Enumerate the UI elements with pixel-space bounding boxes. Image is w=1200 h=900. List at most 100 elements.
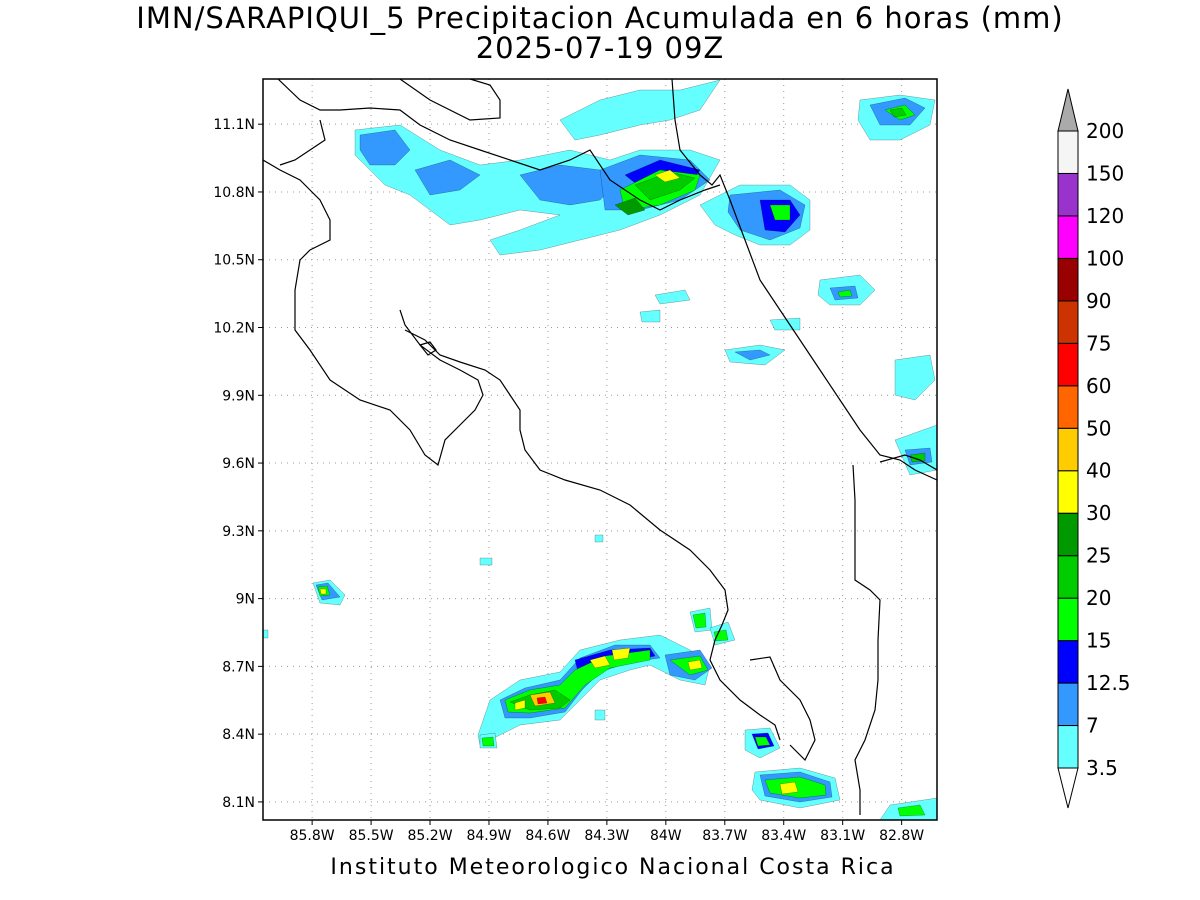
chart-title: IMN/SARAPIQUI_5 Precipitacion Acumulada … [136,1,1064,35]
colorbar-level-label: 40 [1086,459,1111,483]
lon-tick-label: 83.1W [820,828,865,844]
lon-tick-label: 82.8W [879,828,924,844]
colorbar-level-label: 20 [1086,586,1111,610]
colorbar-level-label: 150 [1086,161,1124,185]
colorbar-segment [1057,725,1079,769]
lat-tick-label: 9.3N [222,524,255,540]
colorbar-max-arrow [1057,88,1079,132]
lat-tick-label: 8.7N [222,659,255,675]
precipitation-contour [894,354,936,401]
colorbar-level-label: 200 [1086,119,1124,143]
colorbar-level-label: 100 [1086,246,1124,270]
coastline-segment [852,464,881,815]
lon-tick-label: 85.2W [408,828,453,844]
coastline-segment [749,656,816,762]
lat-tick-label: 11.1N [213,117,255,133]
colorbar-segment [1057,172,1079,217]
longitude-axis-labels: 85.8W 85.5W 85.2W 84.9W 84.6W 84.3W 84W 83.7W 83… [290,828,925,844]
colorbar-level-label: 15 [1086,629,1111,653]
colorbar-segment [1057,215,1079,259]
precipitation-contour [837,289,853,298]
precipitation-contour [477,634,711,746]
precipitation-contour [479,557,493,566]
precipitation-contour [779,781,799,795]
chart-subtitle-datetime: 2025-07-19 09Z [475,31,725,65]
map-frame [262,78,938,821]
precipitation-contour [754,736,771,747]
precipitation-contour [897,804,926,817]
precipitation-contour [713,629,729,642]
precipitation-contour [692,612,707,629]
lat-tick-label: 10.2N [213,321,255,337]
colorbar-level-label: 3.5 [1086,756,1118,780]
colorbar-level-label: 7 [1086,714,1099,738]
coastline-borders [263,79,937,815]
precipitation-contour [654,289,691,305]
colorbar-segment [1057,300,1079,344]
precipitation-field [263,79,937,820]
colorbar-level-label: 50 [1086,416,1111,440]
colorbar-level-label: 75 [1086,331,1111,355]
colorbar-level-label: 25 [1086,544,1111,568]
lon-tick-label: 84.3W [584,828,629,844]
lat-tick-label: 9.9N [222,388,255,404]
lon-tick-label: 83.4W [761,828,806,844]
lon-tick-label: 84.6W [525,828,570,844]
precipitation-contour [614,197,646,216]
colorbar-segment [1057,597,1079,642]
lat-tick-label: 8.4N [222,727,255,743]
colorbar-level-label: 120 [1086,204,1124,228]
lon-tick-label: 83.7W [702,828,747,844]
precipitation-contour [514,699,526,711]
colorbar-segment [1057,512,1079,557]
lat-tick-label: 8.1N [222,795,255,811]
footer-credit: Instituto Meteorologico Nacional Costa R… [330,855,896,880]
precipitation-contour [687,659,703,671]
precipitation-contour [639,309,661,323]
coastline-segment [277,79,721,211]
precipitation-contour [359,129,411,166]
colorbar-segment [1057,342,1079,387]
precipitation-contour [769,317,801,331]
colorbar-segment [1057,555,1079,599]
colorbar-level-label: 30 [1086,501,1111,525]
precipitation-contour [889,107,907,118]
lat-tick-label: 10.5N [213,253,255,269]
precipitation-contour [594,709,606,721]
coastline-segment [263,159,484,467]
coastline-segment [879,454,937,471]
precipitation-contour [559,79,721,141]
colorbar-segment [1057,130,1079,174]
precipitation-contour [654,169,681,183]
precipitation-contour [734,349,771,361]
lat-tick-label: 9N [236,592,255,608]
coastline-segment [671,79,937,481]
colorbar-level-label: 60 [1086,374,1111,398]
precipitation-contour [263,629,269,639]
lon-tick-label: 85.5W [349,828,394,844]
colorbar-level-label: 12.5 [1086,671,1131,695]
lon-tick-label: 85.8W [290,828,335,844]
colorbar-segment [1057,682,1079,727]
colorbar-segment [1057,427,1079,472]
coastline-segment [418,341,437,356]
colorbar-segment [1057,257,1079,302]
colorbar: 3.5 7 12.5 15 20 25 30 40 50 60 75 90 100 120 150 200 [1057,88,1131,809]
lon-tick-label: 84.9W [466,828,511,844]
precipitation-contour [589,655,611,669]
precipitation-contour [414,159,481,196]
precipitation-contour [481,736,495,747]
precipitation-contour [909,452,926,463]
precipitation-contour [769,204,791,221]
precipitation-contour [594,534,604,543]
colorbar-segment [1057,385,1079,429]
colorbar-level-label: 90 [1086,289,1111,313]
colorbar-segment [1057,470,1079,514]
colorbar-min-arrow [1057,767,1079,809]
coastline-segment [399,79,501,121]
coastline-segment [404,329,781,741]
colorbar-segment [1057,640,1079,684]
precipitation-contour [611,647,631,661]
lat-tick-label: 10.8N [213,185,255,201]
